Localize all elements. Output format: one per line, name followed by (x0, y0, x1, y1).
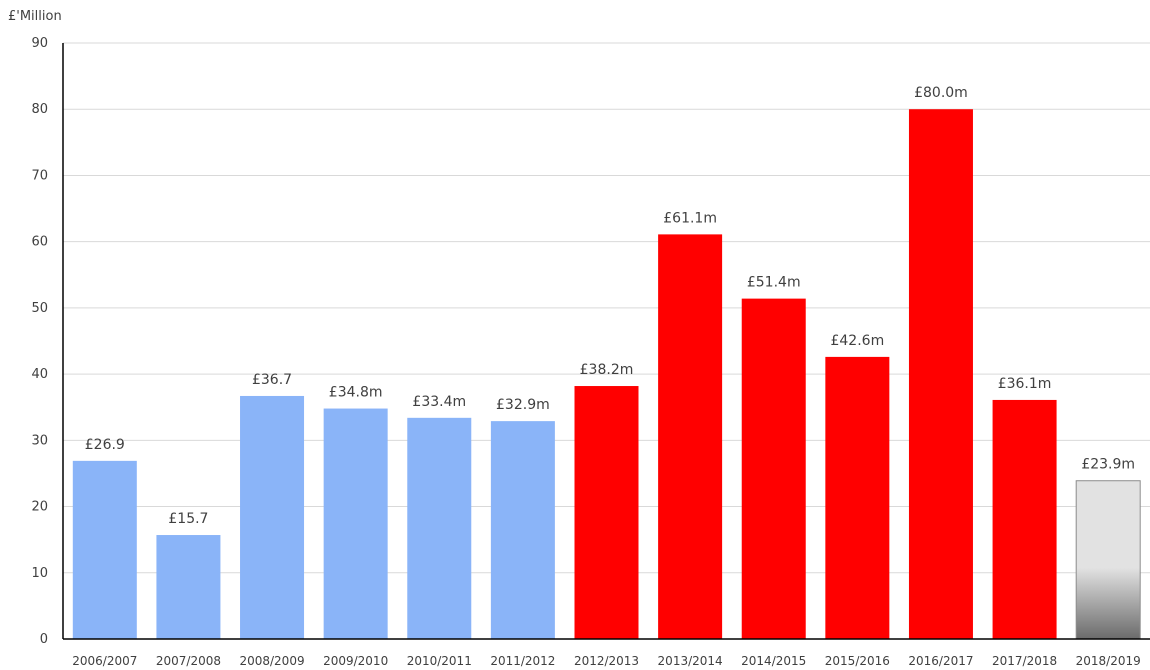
y-tick-label: 60 (31, 235, 48, 250)
x-axis-ticks: 2006/2007 2007/2008 2008/2009 2009/2010 2010… (72, 654, 1141, 668)
x-tick-label: 2016/2017 (908, 654, 973, 668)
bar (741, 298, 806, 639)
y-axis-ticks: 0 10 20 30 40 50 60 70 80 90 (31, 36, 48, 647)
x-tick-label: 2013/2014 (658, 654, 723, 668)
bar (825, 356, 890, 639)
x-tick-label: 2006/2007 (72, 654, 137, 668)
x-tick-label: 2010/2011 (407, 654, 472, 668)
y-tick-label: 20 (31, 500, 48, 515)
data-label: £34.8m (329, 385, 383, 401)
data-label: £32.9m (496, 397, 550, 413)
bar (407, 417, 472, 639)
data-label: £36.1m (998, 376, 1052, 392)
data-label: £23.9m (1081, 457, 1135, 473)
data-label: £80.0m (914, 85, 968, 101)
y-axis-unit-label: £'Million (8, 9, 62, 24)
bar (323, 408, 388, 639)
y-tick-label: 40 (31, 367, 48, 382)
data-label: £38.2m (580, 362, 634, 378)
x-tick-label: 2009/2010 (323, 654, 388, 668)
x-tick-label: 2011/2012 (490, 654, 555, 668)
bar (992, 399, 1057, 639)
bar (156, 535, 221, 639)
x-tick-label: 2008/2009 (239, 654, 304, 668)
data-label: £42.6m (830, 333, 884, 349)
x-tick-label: 2014/2015 (741, 654, 806, 668)
bar (658, 234, 723, 640)
data-label: £61.1m (663, 210, 717, 226)
bar (1075, 480, 1141, 640)
bars (72, 109, 1141, 640)
bar (240, 395, 305, 639)
bar (908, 109, 973, 639)
data-label: £26.9 (85, 437, 125, 453)
y-tick-label: 0 (40, 632, 48, 647)
data-labels: £26.9 £15.7 £36.7 £34.8m £33.4m £32.9m £38.2m £… (85, 85, 1135, 527)
x-tick-label: 2018/2019 (1076, 654, 1141, 668)
bar (72, 460, 137, 639)
y-tick-label: 10 (31, 566, 48, 581)
bar (490, 421, 555, 639)
x-tick-label: 2007/2008 (156, 654, 221, 668)
data-label: £36.7 (252, 372, 292, 388)
x-tick-label: 2015/2016 (825, 654, 890, 668)
data-label: £33.4m (412, 394, 466, 410)
y-tick-label: 80 (31, 102, 48, 117)
x-tick-label: 2017/2018 (992, 654, 1057, 668)
data-label: £51.4m (747, 275, 801, 291)
y-tick-label: 90 (31, 36, 48, 51)
y-tick-label: 30 (31, 433, 48, 448)
y-tick-label: 70 (31, 168, 48, 183)
data-label: £15.7 (168, 511, 208, 527)
y-tick-label: 50 (31, 301, 48, 316)
x-tick-label: 2012/2013 (574, 654, 639, 668)
bar (574, 386, 639, 639)
